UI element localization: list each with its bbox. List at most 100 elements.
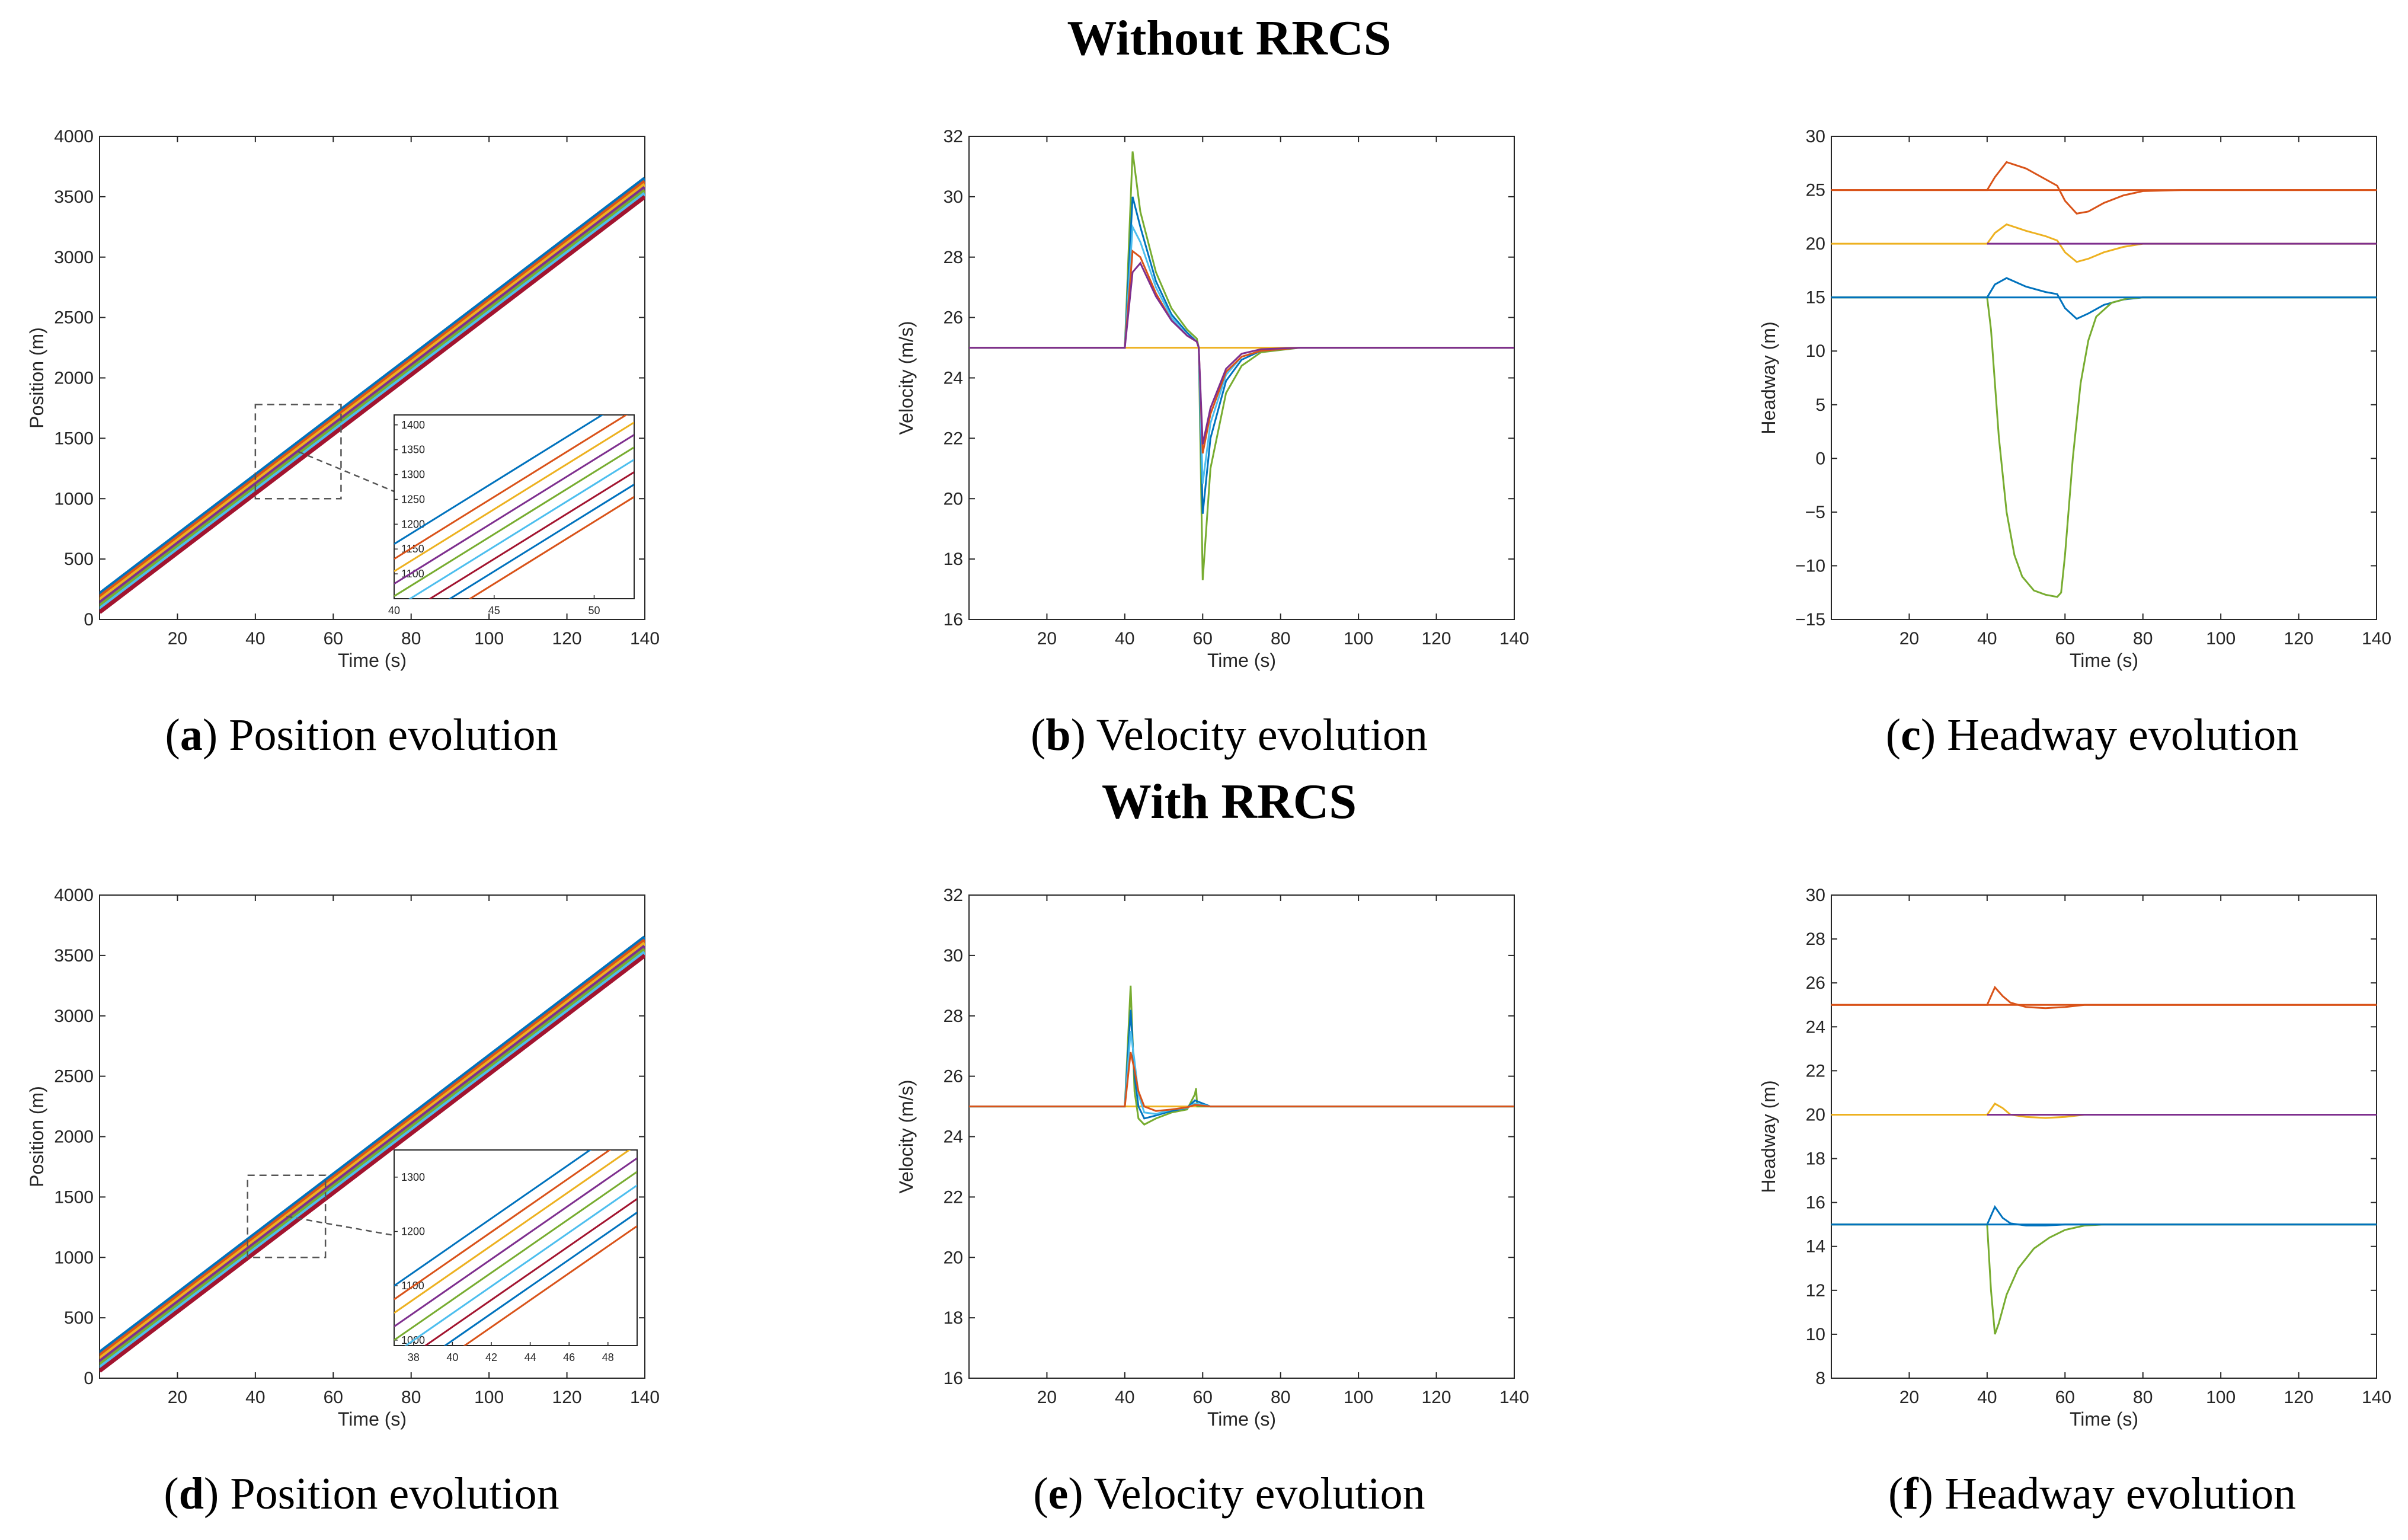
x-axis-label: Time (s): [338, 1408, 407, 1430]
x-tick-label: 40: [245, 629, 265, 648]
y-tick-label: 1500: [54, 429, 94, 448]
series-line-v5: [969, 261, 1514, 445]
inset-series-group: [394, 415, 634, 599]
inset-series-line: [428, 471, 634, 599]
x-tick-label: 80: [1271, 1388, 1290, 1407]
inset-y-tick-label: 1300: [401, 469, 425, 481]
caption-text: Position evolution: [229, 710, 558, 760]
inset-series-line: [468, 496, 634, 599]
series-line-vehicle-3: [100, 941, 645, 1361]
x-tick-label: 140: [2362, 1388, 2391, 1407]
inset-series-line: [394, 1150, 612, 1301]
plot-area: [1831, 894, 2377, 1379]
x-tick-label: 20: [1037, 1388, 1057, 1407]
inset-x-tick-label: 44: [525, 1352, 536, 1363]
x-tick-label: 20: [1037, 629, 1057, 648]
y-axis-label: Headway (m): [1758, 1080, 1779, 1193]
y-tick-label: 2500: [54, 308, 94, 328]
inset-series-line: [394, 1150, 631, 1314]
x-tick-label: 120: [552, 1388, 582, 1407]
caption-letter: c: [1901, 710, 1921, 760]
caption-letter: f: [1903, 1469, 1919, 1519]
y-tick-label: 30: [1806, 127, 1825, 146]
y-tick-label: 20: [1806, 1105, 1825, 1124]
section-title-without: Without RRCS: [1067, 11, 1392, 66]
caption-paren-open: (: [165, 710, 180, 760]
y-tick-label: 16: [1806, 1193, 1825, 1213]
y-tick-label: 25: [1806, 181, 1825, 200]
zoom-region-box: [247, 1174, 327, 1258]
y-tick-label: 500: [64, 549, 94, 569]
series-line-vehicle-1: [100, 177, 645, 596]
y-tick-label: 16: [944, 1369, 963, 1388]
caption-paren-close: ): [204, 1469, 230, 1519]
panel-caption: (a) Position evolution: [165, 710, 558, 760]
caption-paren-open: (: [1031, 710, 1045, 760]
panels: 20 40 60 80 100 120 14005001000150020002500300…: [26, 127, 2391, 1519]
x-tick-label: 100: [474, 1388, 504, 1407]
y-tick-label: 22: [1806, 1061, 1825, 1081]
caption-letter: a: [180, 710, 203, 760]
y-tick-label: −5: [1805, 503, 1825, 522]
y-tick-label: 24: [944, 1127, 963, 1147]
chart-panel-a: 20 40 60 80 100 120 14005001000150020002500300…: [26, 127, 660, 760]
series-group: [100, 177, 645, 614]
y-tick-label: 24: [944, 369, 963, 388]
inset-series-line: [394, 1150, 592, 1287]
y-axis-label: Velocity (m/s): [896, 321, 917, 434]
section-title-with: With RRCS: [1102, 774, 1357, 829]
y-axis-label: Position (m): [26, 1086, 47, 1187]
inset-series-line: [394, 415, 628, 560]
chart-panel-d: 20 40 60 80 100 120 140 0 500 1000 1500 2000 2500 300…: [26, 886, 660, 1519]
inset-y-tick-label: 1350: [401, 444, 425, 456]
series-group: [1831, 161, 2377, 598]
inset-series-line: [404, 1184, 637, 1346]
series-group: [100, 935, 645, 1373]
x-tick-label: 80: [401, 1388, 421, 1407]
x-tick-label: 80: [2133, 629, 2153, 648]
x-tick-label: 100: [474, 629, 504, 648]
y-tick-label: 28: [1806, 929, 1825, 949]
x-axis-label: Time (s): [2070, 1408, 2138, 1430]
y-tick-label: 20: [1806, 234, 1825, 254]
inset-series-line: [408, 459, 634, 599]
series-group: [1831, 985, 2377, 1335]
x-tick-label: 100: [1344, 629, 1373, 648]
y-tick-label: 26: [944, 1067, 963, 1087]
x-tick-label: 60: [2055, 1388, 2075, 1407]
caption-paren-close: ): [1921, 710, 1947, 760]
inset-series-line: [394, 1157, 637, 1328]
inset-series-group: [394, 1150, 637, 1346]
caption-paren-open: (: [1033, 1469, 1048, 1519]
x-tick-label: 120: [2284, 1388, 2314, 1407]
y-tick-label: 0: [84, 1369, 94, 1388]
inset-y-tick-label: 1200: [401, 1226, 425, 1238]
series-line-vehicle-4: [100, 186, 645, 605]
x-tick-label: 60: [2055, 629, 2075, 648]
chart-panel-f: 20 40 60 80 100 120 140 8 10 12 14 16 18 20 22 24 26 28 30…: [1758, 886, 2391, 1519]
y-tick-label: 18: [944, 549, 963, 569]
inset-x-tick-label: 50: [588, 605, 600, 616]
y-tick-label: 3000: [54, 248, 94, 267]
y-tick-label: 1000: [54, 1248, 94, 1267]
y-tick-label: 22: [944, 1187, 963, 1207]
x-tick-label: 140: [630, 1388, 660, 1407]
x-tick-label: 140: [2362, 629, 2391, 648]
x-tick-label: 120: [552, 629, 582, 648]
y-tick-label: 20: [944, 1248, 963, 1267]
y-tick-label: 30: [944, 187, 963, 207]
y-tick-label: 4000: [54, 127, 94, 146]
chart-panel-b: 20 40 60 80 100 120 140 16 18 20 22 24 26 28 30 32 Time …: [896, 127, 1529, 760]
y-tick-label: 1500: [54, 1187, 94, 1207]
panel-caption: (c) Headway evolution: [1886, 710, 2298, 760]
caption-text: Headway evolution: [1947, 710, 2298, 760]
inset-series-line: [424, 1198, 637, 1346]
caption-paren-open: (: [1888, 1469, 1903, 1519]
x-tick-label: 20: [1899, 1388, 1919, 1407]
series-line-vehicle-5: [100, 188, 645, 608]
y-tick-label: 0: [84, 610, 94, 630]
series-line-h25: [1831, 161, 2377, 215]
caption-text: Position evolution: [230, 1469, 559, 1519]
inset-x-tick-label: 40: [446, 1352, 458, 1363]
